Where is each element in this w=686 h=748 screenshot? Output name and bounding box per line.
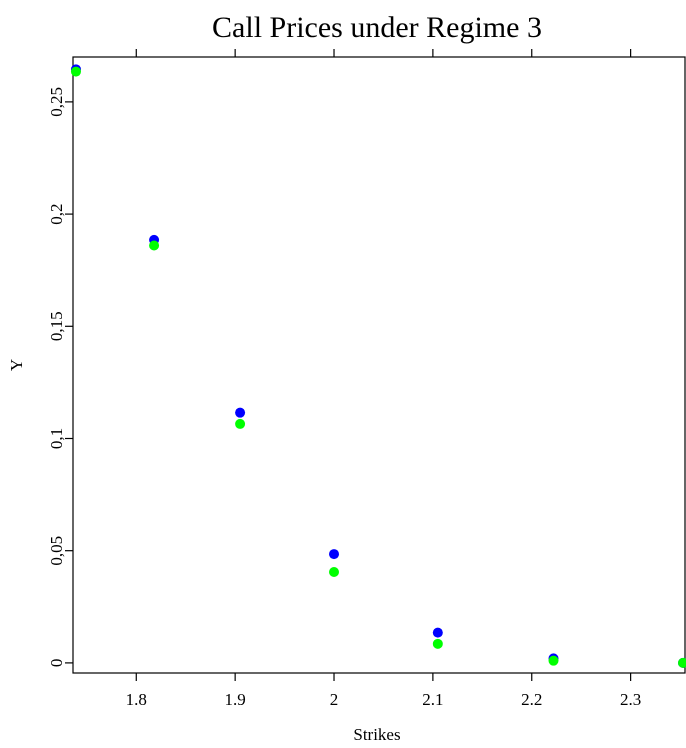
series-2-point — [235, 418, 246, 429]
chart-title: Call Prices under Regime 3 — [212, 11, 542, 44]
x-tick-label: 1.8 — [126, 690, 147, 709]
series-2-point — [432, 638, 443, 649]
series-2-point — [149, 240, 160, 251]
y-tick-label: 0 — [47, 659, 66, 668]
y-tick-label: 0,1 — [47, 428, 66, 449]
series-1-point — [329, 549, 340, 560]
plot-area-frame — [72, 56, 686, 674]
y-tick-label: 0,2 — [47, 203, 66, 224]
y-tick-label: 0,15 — [47, 311, 66, 341]
x-tick-label: 2 — [330, 690, 339, 709]
series-2-point — [678, 657, 686, 668]
series-1-point — [432, 627, 443, 638]
x-tick-label: 1.9 — [225, 690, 246, 709]
series-2-point — [70, 66, 81, 77]
y-tick-label: 0,25 — [47, 87, 66, 117]
y-axis-ticks: 0 0,05 0,1 0,15 0,2 0,25 — [47, 87, 73, 667]
data-points — [70, 64, 686, 668]
series-1-point — [235, 407, 246, 418]
y-axis-label: Y — [7, 359, 26, 371]
series-2-point — [329, 567, 340, 578]
x-axis-ticks: 1.8 1.9 2 2.1 2.2 2.3 — [126, 49, 641, 709]
x-axis-label: Strikes — [353, 725, 400, 744]
x-tick-label: 2.3 — [620, 690, 641, 709]
series-2-point — [548, 655, 559, 666]
x-tick-label: 2.1 — [422, 690, 443, 709]
y-tick-label: 0,05 — [47, 536, 66, 566]
x-tick-label: 2.2 — [521, 690, 542, 709]
